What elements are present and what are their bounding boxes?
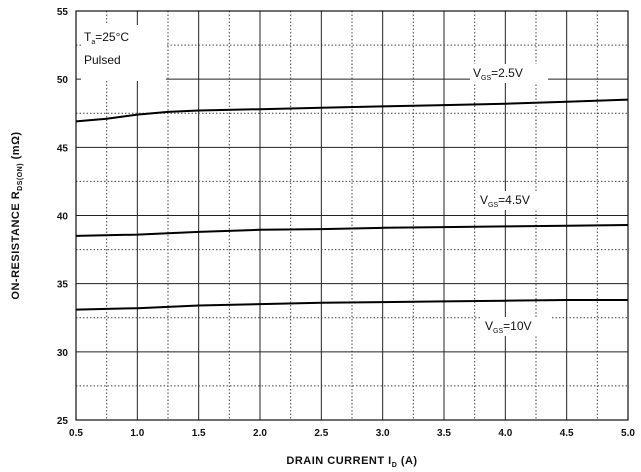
series-line-1 [75, 98, 629, 123]
y-tick-label: 30 [57, 348, 69, 359]
series-label-3: VGS=10V [485, 319, 532, 335]
x-tick-label: 4.0 [498, 428, 512, 439]
ta-condition-label: Ta=25°C [84, 30, 129, 46]
x-tick-label: 2.0 [253, 428, 267, 439]
x-tick-label: 1.0 [130, 428, 144, 439]
y-tick-label: 50 [57, 75, 69, 86]
series-label-1: VGS=2.5V [473, 66, 523, 82]
series-label-bg-1-bg [470, 64, 548, 83]
tick-labels: 0.5 1.0 1.5 2.0 2.5 3.0 3.5 4.0 4.5 5.0 25 30 35 40 45… [57, 7, 636, 439]
series-layer [75, 98, 629, 311]
y-tick-label: 45 [57, 143, 69, 154]
x-tick-label: 3.0 [376, 428, 390, 439]
plot-frame [75, 10, 629, 421]
x-axis-title: DRAIN CURRENT ID (A) [286, 455, 417, 469]
y-tick-label: 40 [57, 212, 69, 223]
y-axis-title: ON-RESISTANCE RDS(ON) (mΩ) [10, 131, 24, 299]
x-tick-label: 2.5 [314, 428, 328, 439]
x-tick-label: 5.0 [621, 428, 635, 439]
series-line-3 [75, 299, 628, 311]
x-tick-label: 3.5 [437, 428, 451, 439]
series-label-bg-3-bg [482, 317, 552, 336]
x-tick-label: 0.5 [69, 428, 83, 439]
pulsed-label: Pulsed [84, 53, 121, 67]
series-label-bg-2-bg [477, 191, 552, 210]
annotations: DRAIN CURRENT ID (A) ON-RESISTANCE RDS(ON… [10, 25, 552, 469]
y-tick-label: 35 [57, 280, 69, 291]
x-tick-label: 1.5 [192, 428, 206, 439]
series-label-2: VGS=4.5V [480, 193, 530, 209]
x-tick-label: 4.5 [560, 428, 574, 439]
y-tick-label: 55 [57, 7, 69, 18]
series-line-2 [75, 224, 629, 237]
y-tick-label: 25 [57, 416, 69, 427]
conditions-box-bg [81, 25, 166, 81]
